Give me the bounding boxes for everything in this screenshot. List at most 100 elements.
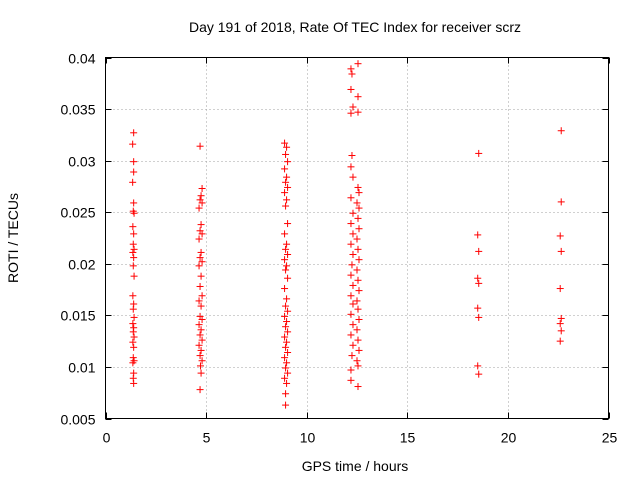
y-tick-label: 0.01 [68,360,95,376]
data-point [281,189,289,197]
data-point [196,142,204,150]
data-point [195,262,203,270]
data-point [349,300,357,308]
x-tick-label: 5 [203,430,211,446]
data-point [347,85,355,93]
x-tick-label: 0 [103,430,111,446]
ticks-layer: 0 5 10 15 20 25 0.005 0.01 0.015 0.02 0.025 0.03 0.0… [60,51,617,446]
data-point [284,328,292,336]
data-point [130,313,138,321]
data-point [354,336,362,344]
data-point [349,209,357,217]
data-point [556,337,564,345]
data-point [557,327,565,335]
grid-layer [105,57,609,419]
data-point [283,338,291,346]
data-point [282,245,290,253]
data-point [197,248,205,256]
data-point [198,258,206,266]
data-point [353,235,361,243]
data-point [347,109,355,117]
data-point [347,163,355,171]
data-point [355,204,363,212]
data-point [198,336,206,344]
data-point [474,304,482,312]
data-point [130,199,138,207]
data-point [281,256,289,264]
data-point [198,184,206,192]
data-point [130,254,138,262]
data-point [129,140,137,148]
y-tick-label: 0.015 [60,308,95,324]
data-point [557,247,565,255]
data-point [354,214,362,222]
data-point [355,225,363,233]
data-point [349,341,357,349]
data-point [282,150,290,158]
data-point [354,276,362,284]
data-point [284,183,292,191]
chart-title: Day 191 of 2018, Rate Of TEC Index for r… [189,19,521,35]
data-point [198,357,206,365]
data-point [196,362,204,370]
data-point [347,65,355,73]
data-point [282,364,290,372]
data-point [283,318,291,326]
data-point [197,192,205,200]
data-point [354,362,362,370]
data-point [195,204,203,212]
data-point [284,348,292,356]
data-point [196,331,204,339]
data-point [130,129,138,137]
data-point [283,359,291,367]
data-point [129,292,137,300]
data-point [129,240,137,248]
data-point [129,223,137,231]
data-point [556,232,564,240]
data-point [281,312,289,320]
data-point [474,231,482,239]
data-point [349,173,357,181]
y-tick-label: 0.04 [68,51,95,67]
data-point [475,313,483,321]
data-point [196,386,204,394]
data-point [475,247,483,255]
data-point [282,401,290,409]
data-point [284,274,292,282]
data-point [130,272,138,280]
data-point [353,326,361,334]
data-point [347,240,355,248]
data-point [347,310,355,318]
data-point [283,196,291,204]
data-point [130,168,138,176]
data-point [281,139,289,147]
data-point [281,374,289,382]
data-point [557,314,565,322]
data-point [354,108,362,116]
data-point [475,279,483,287]
data-point [284,307,292,315]
data-points [129,60,565,409]
data-point [282,323,290,331]
data-point [198,230,206,238]
data-point [281,165,289,173]
data-point [197,326,205,334]
data-point [129,262,137,270]
data-point [196,282,204,290]
data-point [349,251,357,259]
data-point [556,320,564,328]
data-point [197,346,205,354]
data-point [283,173,291,181]
data-point [353,266,361,274]
data-point [130,343,138,351]
data-point [347,194,355,202]
data-point [281,230,289,238]
y-tick-label: 0.035 [60,102,95,118]
data-point [355,287,363,295]
x-tick-label: 15 [400,430,416,446]
data-point [557,198,565,206]
data-point [353,199,361,207]
data-point [282,390,290,398]
data-point [282,302,290,310]
data-point [130,230,138,238]
